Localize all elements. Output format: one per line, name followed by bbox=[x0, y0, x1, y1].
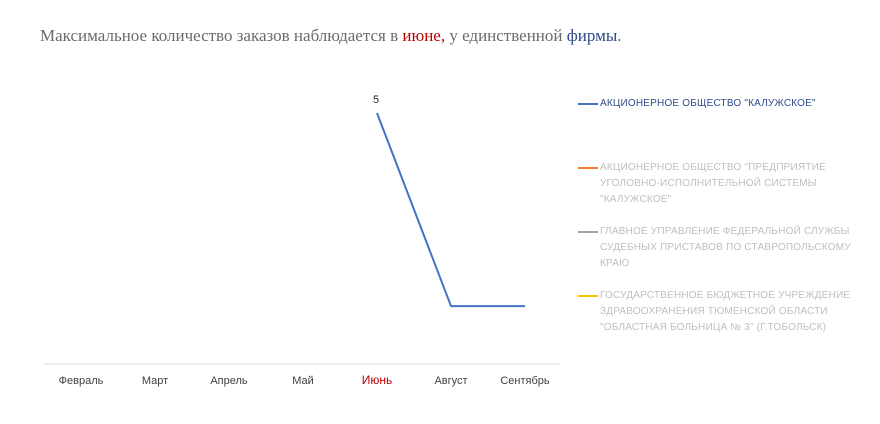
legend-item-4[interactable]: ГОСУДАРСТВЕННОЕ БЮДЖЕТНОЕ УЧРЕЖДЕНИЕ ЗДР… bbox=[578, 288, 868, 336]
title-text-2: у единственной bbox=[445, 26, 567, 45]
legend-label-4: ГОСУДАРСТВЕННОЕ БЮДЖЕТНОЕ УЧРЕЖДЕНИЕ ЗДР… bbox=[600, 290, 851, 333]
x-tick-label-7: Сентябрь bbox=[500, 375, 550, 387]
title-text-1: Максимальное количество заказов наблюдае… bbox=[40, 26, 403, 45]
legend-label-1: АКЦИОНЕРНОЕ ОБЩЕСТВО "КАЛУЖСКОЕ" bbox=[600, 98, 816, 109]
x-tick-label-2: Март bbox=[142, 375, 168, 387]
legend-label-3: ГЛАВНОЕ УПРАВЛЕНИЕ ФЕДЕРАЛЬНОЙ СЛУЖБЫ СУ… bbox=[600, 226, 851, 269]
data-label-1-5: 5 bbox=[373, 94, 379, 106]
legend-swatch-2 bbox=[578, 167, 598, 169]
legend-item-1[interactable]: АКЦИОНЕРНОЕ ОБЩЕСТВО "КАЛУЖСКОЕ" bbox=[578, 96, 868, 112]
title-text-3: . bbox=[617, 26, 622, 45]
x-tick-label-5: Июнь bbox=[362, 373, 393, 387]
x-tick-label-3: Апрель bbox=[210, 375, 248, 387]
x-tick-label-1: Февраль bbox=[59, 375, 104, 387]
x-tick-label-4: Май bbox=[292, 375, 314, 387]
title-highlight-month: июне, bbox=[402, 26, 446, 45]
legend-swatch-4 bbox=[578, 295, 598, 297]
legend-swatch-3 bbox=[578, 231, 598, 233]
legend-item-3[interactable]: ГЛАВНОЕ УПРАВЛЕНИЕ ФЕДЕРАЛЬНОЙ СЛУЖБЫ СУ… bbox=[578, 224, 868, 272]
x-tick-label-6: Август bbox=[434, 375, 467, 387]
legend-label-2: АКЦИОНЕРНОЕ ОБЩЕСТВО "ПРЕДПРИЯТИЕ УГОЛОВ… bbox=[600, 162, 826, 205]
series-line-1 bbox=[376, 112, 525, 308]
legend-item-2[interactable]: АКЦИОНЕРНОЕ ОБЩЕСТВО "ПРЕДПРИЯТИЕ УГОЛОВ… bbox=[578, 160, 868, 208]
chart-title: Максимальное количество заказов наблюдае… bbox=[40, 26, 622, 46]
legend-swatch-1 bbox=[578, 103, 598, 105]
title-highlight-firm: фирмы bbox=[566, 26, 618, 45]
line-chart: Февраль Март Апрель Май Июнь Август Сентябрь 5 bbox=[44, 94, 560, 387]
